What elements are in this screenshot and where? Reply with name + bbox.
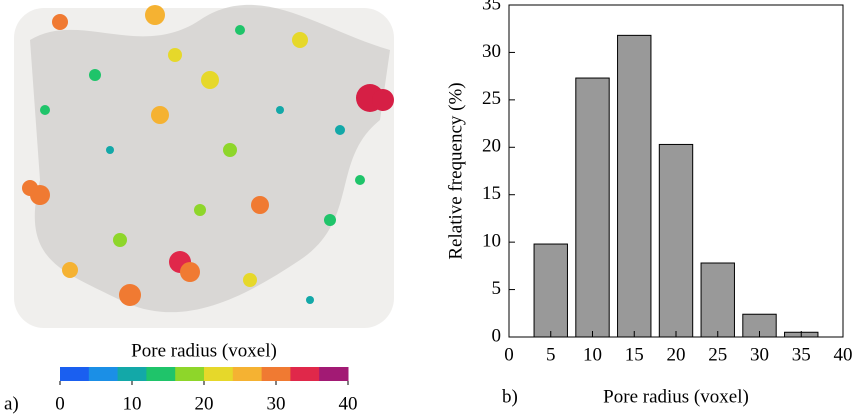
x-tick-label: 0 bbox=[504, 344, 514, 365]
panel-label: a) bbox=[4, 393, 19, 414]
bar bbox=[617, 34, 652, 338]
colorbar-tick-label: 20 bbox=[195, 393, 214, 414]
x-axis-label: Pore radius (voxel) bbox=[603, 386, 749, 407]
bar bbox=[533, 243, 568, 338]
colorbar-segment bbox=[204, 367, 234, 381]
colorbar-segment bbox=[117, 367, 147, 381]
y-tick-label: 15 bbox=[482, 183, 501, 204]
colorbar-tick-label: 10 bbox=[123, 393, 142, 414]
y-tick-label: 0 bbox=[492, 325, 502, 346]
x-tick-label: 20 bbox=[667, 344, 686, 365]
colorbar-segment bbox=[290, 367, 320, 381]
colorbar-segment bbox=[232, 367, 263, 381]
x-tick-label: 25 bbox=[708, 344, 727, 365]
colorbar-segment bbox=[319, 367, 349, 381]
colorbar-segment bbox=[60, 367, 90, 381]
y-tick-label: 20 bbox=[482, 136, 501, 157]
x-tick-label: 10 bbox=[583, 344, 602, 365]
y-axis-label: Relative frequency (%) bbox=[445, 82, 466, 259]
bar bbox=[700, 262, 735, 338]
panel-label: b) bbox=[502, 386, 518, 407]
x-tick-label: 5 bbox=[546, 344, 556, 365]
y-tick-label: 10 bbox=[482, 231, 501, 252]
x-tick-label: 15 bbox=[625, 344, 644, 365]
colorbar-segment bbox=[261, 367, 291, 381]
colorbar-tick-label: 40 bbox=[339, 393, 358, 414]
x-tick-label: 35 bbox=[792, 344, 811, 365]
x-tick-label: 30 bbox=[750, 344, 769, 365]
colorbar-tick-label: 0 bbox=[55, 393, 65, 414]
y-tick-label: 30 bbox=[482, 41, 501, 62]
y-tick-label: 35 bbox=[482, 0, 501, 14]
y-tick-label: 25 bbox=[482, 88, 501, 109]
pore-render bbox=[14, 4, 394, 328]
bar bbox=[575, 77, 610, 338]
colorbar-tick-label: 30 bbox=[267, 393, 286, 414]
colorbar-segment bbox=[88, 367, 119, 381]
colorbar-title: Pore radius (voxel) bbox=[131, 340, 277, 361]
y-tick-label: 5 bbox=[492, 278, 502, 299]
colorbar-segment bbox=[175, 367, 205, 381]
x-tick-label: 40 bbox=[834, 344, 853, 365]
colorbar-segment bbox=[146, 367, 176, 381]
bar bbox=[658, 143, 694, 338]
pores bbox=[22, 5, 394, 306]
